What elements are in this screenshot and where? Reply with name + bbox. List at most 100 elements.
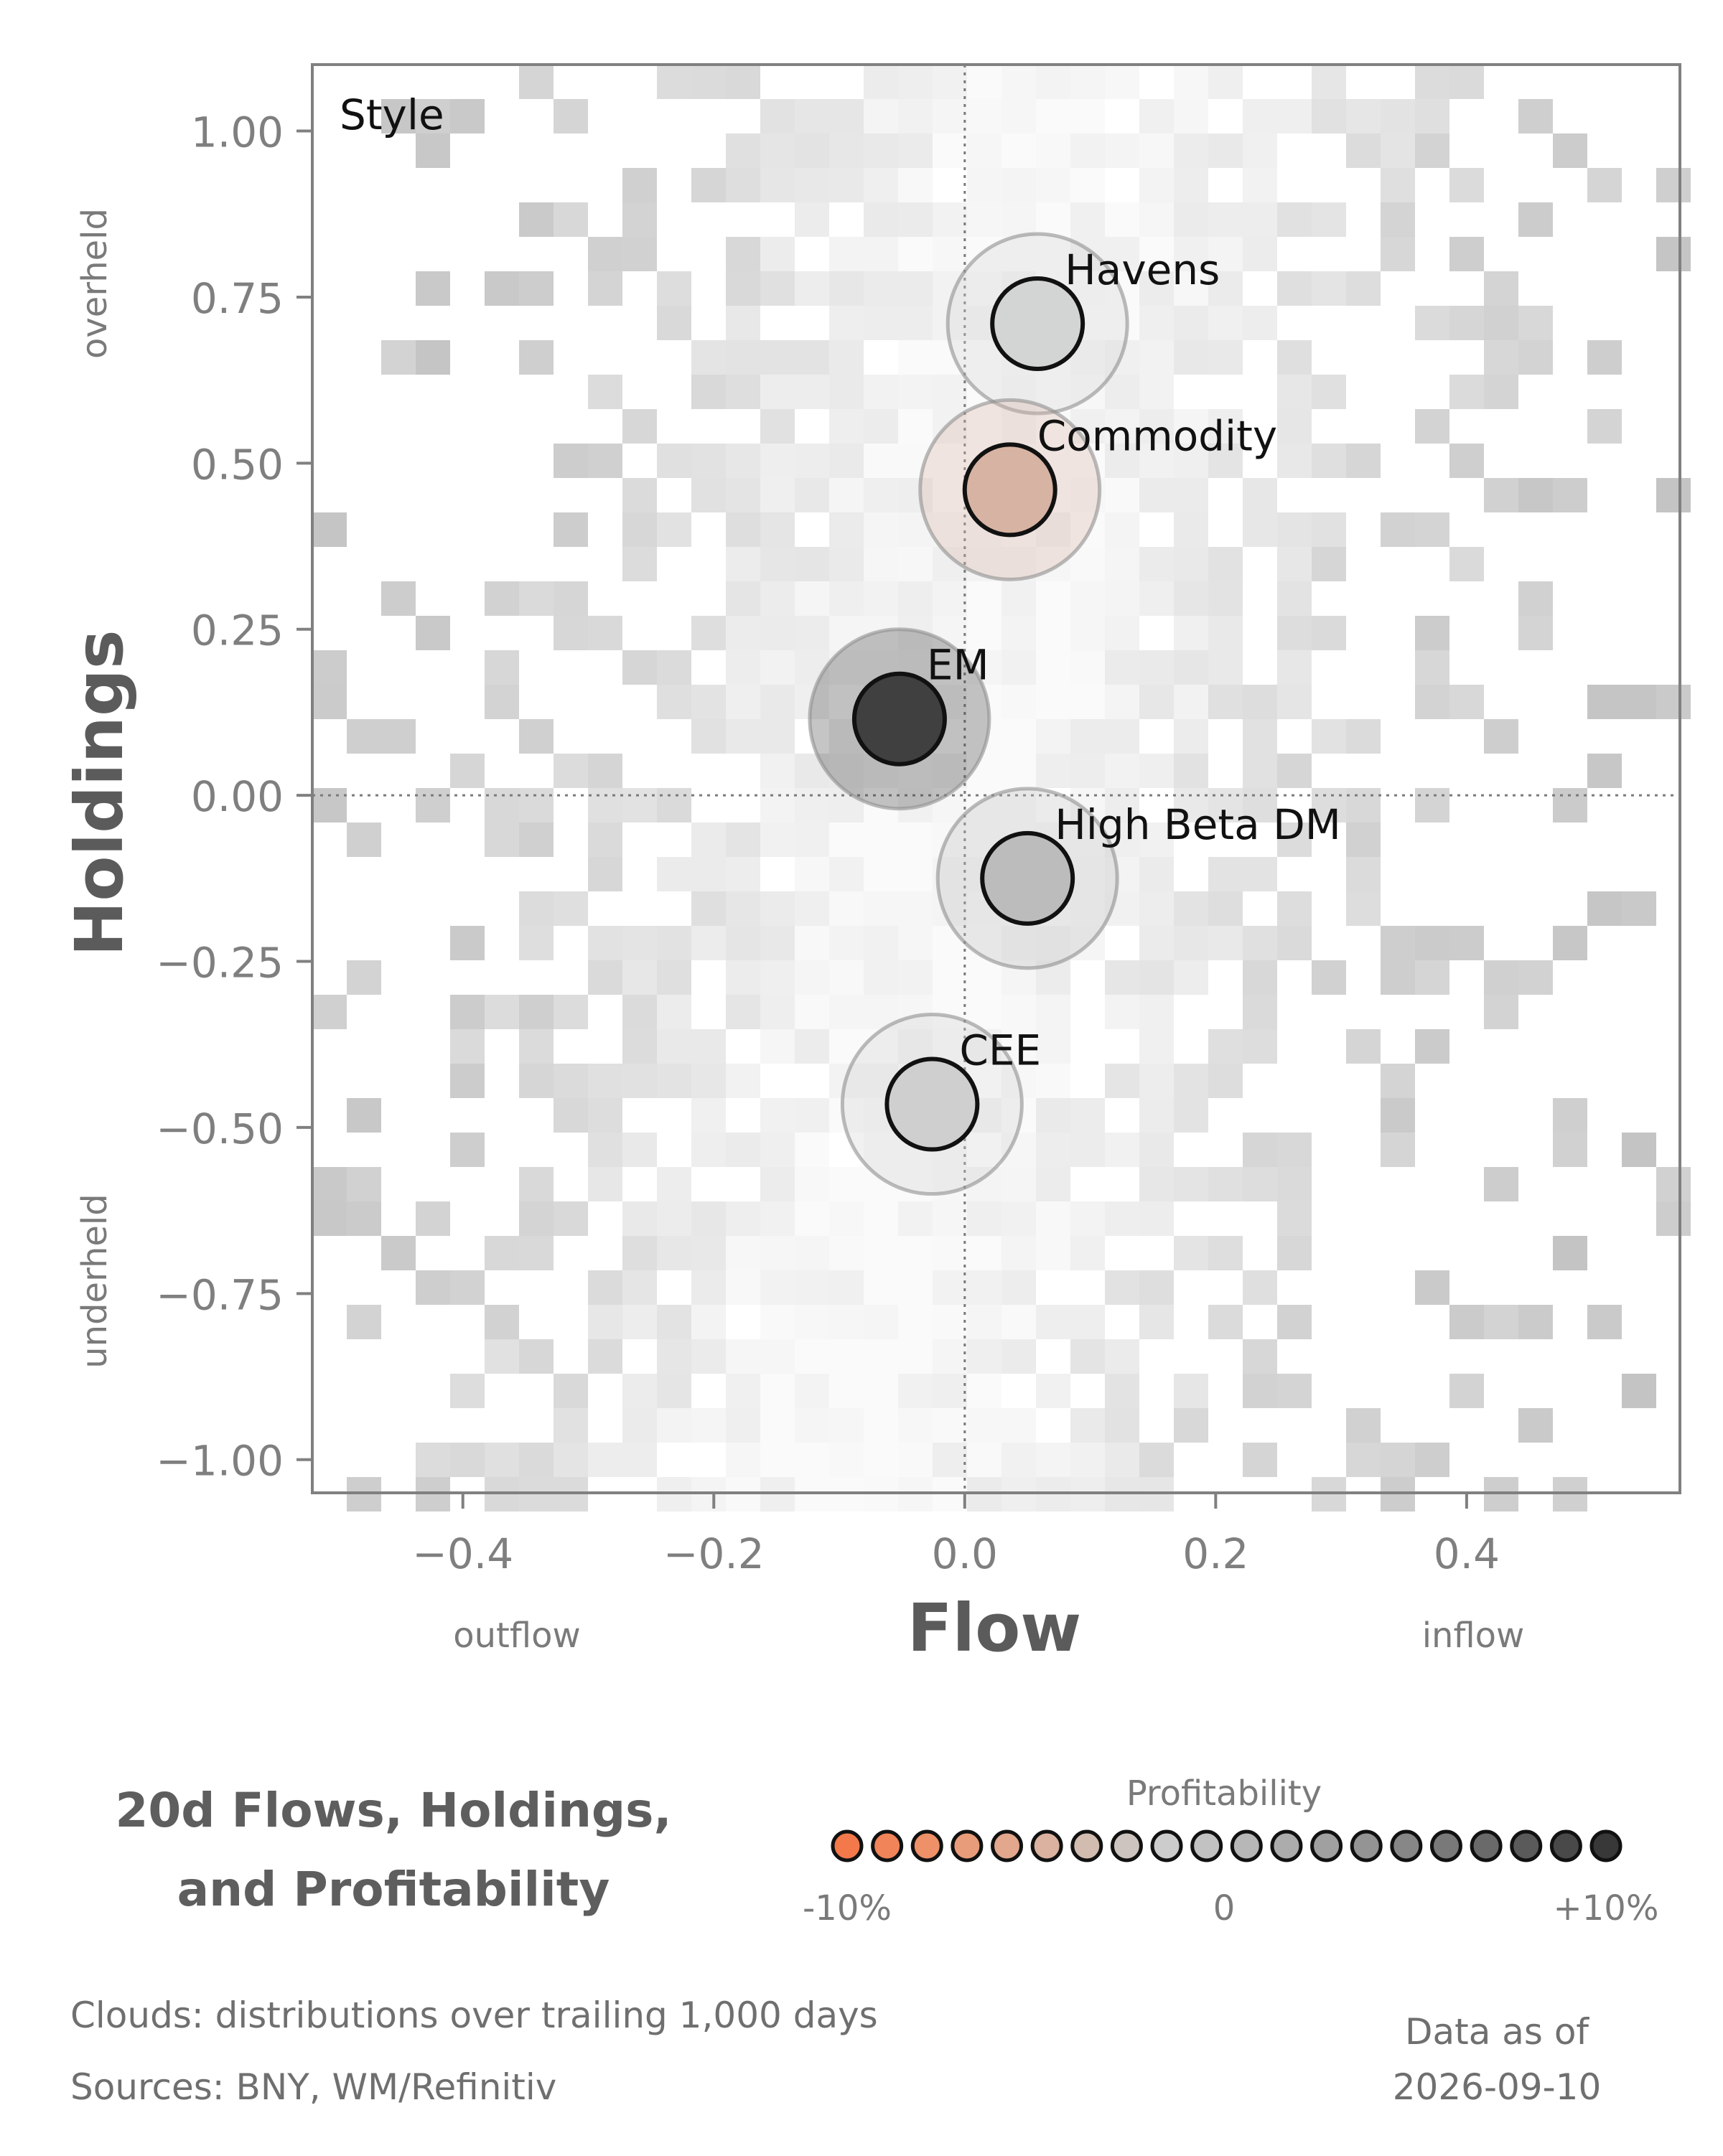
cloud-cell — [933, 444, 967, 478]
cloud-cell — [933, 99, 967, 133]
legend-swatch — [1230, 1829, 1263, 1862]
cloud-cell — [588, 857, 622, 891]
cloud-cell — [1277, 926, 1312, 960]
cloud-cell — [1381, 168, 1415, 202]
cloud-cell — [898, 1236, 933, 1270]
cloud-cell — [1001, 1167, 1036, 1201]
cloud-cell — [554, 444, 588, 478]
cloud-cell — [622, 237, 657, 271]
cloud-cell — [1208, 202, 1243, 237]
plot-frame — [311, 63, 1681, 1494]
legend-swatch — [871, 1829, 904, 1862]
cloud-cell — [760, 926, 795, 960]
cloud-cell — [1243, 1443, 1277, 1477]
cloud-cell — [967, 581, 1001, 616]
cloud-cell — [829, 409, 864, 444]
cloud-cell — [795, 375, 829, 409]
legend-swatch — [1470, 1829, 1503, 1862]
cloud-cell — [933, 1305, 967, 1339]
cloud-cell — [1277, 1236, 1312, 1270]
cloud-cell — [864, 891, 898, 926]
cloud-cell — [1139, 444, 1174, 478]
cloud-cell — [1312, 271, 1346, 306]
cloud-cell — [1277, 1167, 1312, 1201]
cloud-cell — [1346, 271, 1381, 306]
cloud-cell — [1381, 99, 1415, 133]
point-marker-commodity — [962, 442, 1057, 538]
cloud-cell — [1105, 1133, 1139, 1167]
cloud-cell — [622, 1305, 657, 1339]
cloud-cell — [1243, 788, 1277, 822]
cloud-cell — [1277, 754, 1312, 788]
cloud-cell — [1553, 478, 1587, 512]
cloud-cell — [1415, 306, 1449, 340]
cloud-cell — [1208, 271, 1243, 306]
cloud-cell — [864, 1305, 898, 1339]
cloud-cell — [1277, 616, 1312, 650]
profitability-legend — [831, 1829, 1622, 1862]
cloud-cell — [760, 788, 795, 822]
cloud-cell — [1208, 1064, 1243, 1098]
cloud-cell — [450, 1374, 485, 1408]
cloud-cell — [1036, 1167, 1070, 1201]
y-tick-label: 0.00 — [191, 772, 284, 821]
cloud-cell — [1346, 822, 1381, 857]
cloud-cell — [1036, 754, 1070, 788]
cloud-cell — [1036, 1374, 1070, 1408]
cloud-cell — [1346, 788, 1381, 822]
y-tick-label: −1.00 — [156, 1437, 284, 1486]
cloud-cell — [554, 1064, 588, 1098]
cloud-cell — [691, 1064, 726, 1098]
cloud-cell — [347, 822, 381, 857]
cloud-cell — [1105, 478, 1139, 512]
cloud-cell — [967, 1236, 1001, 1270]
cloud-cell — [829, 512, 864, 547]
x-tick-label: −0.4 — [412, 1529, 513, 1578]
cloud-cell — [864, 444, 898, 478]
cloud-cell — [691, 891, 726, 926]
cloud-cell — [1139, 168, 1174, 202]
cloud-cell — [622, 1236, 657, 1270]
cloud-cell — [1001, 168, 1036, 202]
cloud-cell — [554, 99, 588, 133]
cloud-cell — [554, 202, 588, 237]
cloud-cell — [1415, 1029, 1449, 1064]
cloud-cell — [622, 1374, 657, 1408]
cloud-cell — [657, 1374, 691, 1408]
cloud-cell — [795, 822, 829, 857]
cloud-cell — [657, 271, 691, 306]
cloud-cell — [1174, 168, 1208, 202]
cloud-cell — [1208, 1236, 1243, 1270]
cloud-cell — [1587, 340, 1622, 375]
cloud-cell — [829, 1305, 864, 1339]
axis-ticks: −0.4 −0.2 0.0 0.2 0.4 1.00 0.75 0.50 0.25 0.00 −0.… — [156, 108, 1500, 1578]
cloud-cell — [829, 1443, 864, 1477]
cloud-cell — [1208, 1305, 1243, 1339]
cloud-cell — [1139, 1029, 1174, 1064]
cloud-cell — [1070, 512, 1105, 547]
cloud-cell — [898, 1270, 933, 1305]
cloud-cell — [622, 1064, 657, 1098]
cloud-cell — [1139, 960, 1174, 995]
cloud-cell — [795, 1408, 829, 1443]
cloud-cell — [1001, 1339, 1036, 1374]
reference-lines — [312, 65, 1680, 1493]
cloud-cell — [726, 547, 760, 581]
y-tick-label: −0.75 — [156, 1270, 284, 1319]
cloud-cell — [933, 1270, 967, 1305]
cloud-cell — [1070, 616, 1105, 650]
point-marker-havens — [990, 276, 1085, 371]
cloud-cell — [1036, 65, 1070, 99]
cloud-cell — [1553, 1133, 1587, 1167]
cloud-cell — [829, 1374, 864, 1408]
cloud-cell — [1346, 1443, 1381, 1477]
y-tick-label: 0.50 — [191, 440, 284, 489]
cloud-cell — [1449, 1305, 1484, 1339]
x-tick-label: 0.2 — [1182, 1529, 1248, 1578]
cloud-cell — [1208, 616, 1243, 650]
cloud-cell — [657, 926, 691, 960]
cloud-cell — [1243, 926, 1277, 960]
cloud-cell — [1312, 512, 1346, 547]
cloud-cell — [1139, 1064, 1174, 1098]
cloud-cell — [795, 1133, 829, 1167]
